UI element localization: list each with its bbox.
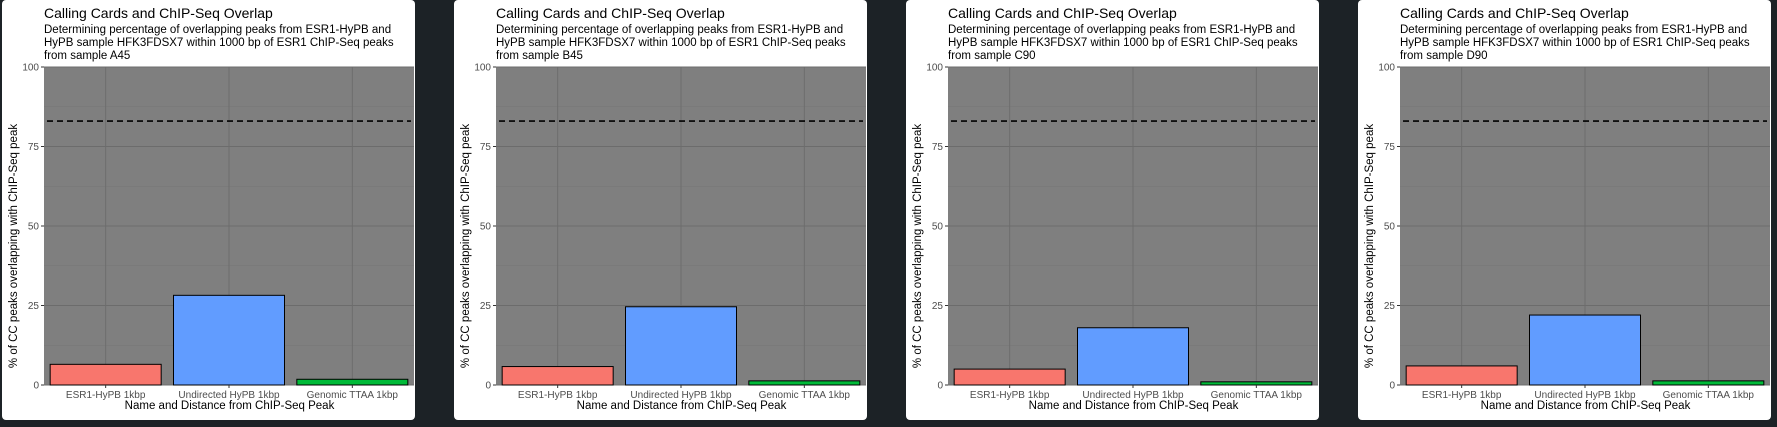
bar-1 <box>49 363 162 386</box>
y-tick-label: 0 <box>937 381 943 392</box>
x-axis-label: Name and Distance from ChIP-Seq Peak <box>1028 400 1239 412</box>
x-axis-label: Name and Distance from ChIP-Seq Peak <box>124 400 335 412</box>
y-tick-label: 100 <box>474 63 491 74</box>
chart-title: Calling Cards and ChIP-Seq Overlap <box>1400 5 1629 21</box>
y-tick-label: 100 <box>1378 63 1395 74</box>
chart-title: Calling Cards and ChIP-Seq Overlap <box>496 5 725 21</box>
chart-title: Calling Cards and ChIP-Seq Overlap <box>948 5 1177 21</box>
y-tick-label: 100 <box>926 63 943 74</box>
y-tick-label: 100 <box>22 63 39 74</box>
x-tick-label: Undirected HyPB 1kbp <box>1534 390 1636 401</box>
y-axis-label: % of CC peaks overlapping with ChIP-Seq … <box>460 123 472 369</box>
x-tick-label: Genomic TTAA 1kbp <box>307 390 399 401</box>
x-tick-label: Undirected HyPB 1kbp <box>630 390 732 401</box>
bar-chart: 0 25 50 75 100 ESR1-HyPB 1kbp Undirected HyPB … <box>1378 63 1770 401</box>
bar-2 <box>1529 314 1641 386</box>
x-tick-label: ESR1-HyPB 1kbp <box>1422 390 1502 401</box>
bar-2 <box>625 306 737 386</box>
x-axis-label: Name and Distance from ChIP-Seq Peak <box>1480 400 1691 412</box>
y-tick-label: 25 <box>480 301 492 312</box>
panel-c90: Calling Cards and ChIP-Seq Overlap Deter… <box>906 0 1319 420</box>
x-tick-label: ESR1-HyPB 1kbp <box>518 390 598 401</box>
panel-d90: Calling Cards and ChIP-Seq Overlap Deter… <box>1358 0 1771 420</box>
y-tick-label: 75 <box>932 142 944 153</box>
bar-3 <box>748 380 861 386</box>
bar-chart: 0 25 50 75 100 ESR1-HyPB 1kbp Undirected HyPB … <box>22 63 414 401</box>
y-axis-label: % of CC peaks overlapping with ChIP-Seq … <box>8 123 20 369</box>
chart-subtitle: Determining percentage of overlapping pe… <box>1400 24 1750 62</box>
panel-b45: Calling Cards and ChIP-Seq Overlap Deter… <box>454 0 867 420</box>
chart-subtitle: Determining percentage of overlapping pe… <box>496 24 846 62</box>
chart-subtitle: Determining percentage of overlapping pe… <box>44 24 394 62</box>
y-tick-label: 0 <box>485 381 491 392</box>
bar-3 <box>1652 380 1765 386</box>
y-axis-label: % of CC peaks overlapping with ChIP-Seq … <box>1364 123 1376 369</box>
y-tick-label: 25 <box>28 301 40 312</box>
bar-chart: 0 25 50 75 100 ESR1-HyPB 1kbp Undirected HyPB … <box>926 63 1318 401</box>
x-tick-label: Undirected HyPB 1kbp <box>178 390 280 401</box>
chart-title: Calling Cards and ChIP-Seq Overlap <box>44 5 273 21</box>
bar-3 <box>1200 381 1313 386</box>
y-tick-label: 75 <box>480 142 492 153</box>
bar-1 <box>1405 365 1518 386</box>
y-tick-label: 25 <box>932 301 944 312</box>
x-tick-label: Undirected HyPB 1kbp <box>1082 390 1184 401</box>
bar-1 <box>953 368 1066 386</box>
x-tick-label: Genomic TTAA 1kbp <box>1211 390 1303 401</box>
y-tick-label: 50 <box>1384 222 1396 233</box>
x-tick-label: Genomic TTAA 1kbp <box>759 390 851 401</box>
bar-1 <box>501 366 614 386</box>
x-tick-label: ESR1-HyPB 1kbp <box>66 390 146 401</box>
bar-3 <box>296 378 409 386</box>
y-tick-label: 0 <box>1389 381 1395 392</box>
x-tick-label: ESR1-HyPB 1kbp <box>970 390 1050 401</box>
chart-subtitle: Determining percentage of overlapping pe… <box>948 24 1298 62</box>
bar-2 <box>1077 327 1189 386</box>
y-tick-label: 0 <box>33 381 39 392</box>
y-tick-label: 75 <box>28 142 40 153</box>
y-tick-label: 50 <box>932 222 944 233</box>
y-axis-label: % of CC peaks overlapping with ChIP-Seq … <box>912 123 924 369</box>
x-tick-label: Genomic TTAA 1kbp <box>1663 390 1755 401</box>
y-tick-label: 75 <box>1384 142 1396 153</box>
panel-a45: Calling Cards and ChIP-Seq Overlap Deter… <box>2 0 415 420</box>
y-tick-label: 50 <box>28 222 40 233</box>
bar-2 <box>173 294 285 386</box>
y-tick-label: 50 <box>480 222 492 233</box>
y-tick-label: 25 <box>1384 301 1396 312</box>
bar-chart: 0 25 50 75 100 ESR1-HyPB 1kbp Undirected HyPB … <box>474 63 866 401</box>
x-axis-label: Name and Distance from ChIP-Seq Peak <box>576 400 787 412</box>
